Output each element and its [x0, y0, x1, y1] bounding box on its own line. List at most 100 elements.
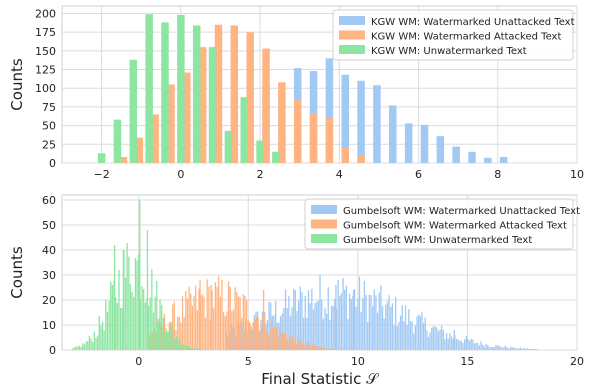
bar — [311, 343, 314, 350]
bar — [462, 343, 464, 350]
bar — [485, 343, 487, 350]
bar — [128, 256, 130, 350]
bar — [533, 348, 535, 350]
bar — [146, 230, 149, 350]
bar — [292, 336, 294, 350]
bar — [241, 318, 243, 350]
bar — [345, 285, 347, 350]
bar — [316, 345, 318, 350]
bar — [399, 315, 402, 350]
bar — [75, 346, 77, 350]
bar — [96, 335, 99, 350]
x-tick-label: 4 — [336, 168, 343, 181]
bar — [262, 48, 270, 163]
bar — [80, 346, 82, 350]
bar — [100, 325, 102, 350]
bar — [367, 322, 369, 350]
bar — [222, 312, 225, 350]
bar — [122, 250, 125, 350]
bar — [311, 288, 313, 350]
bar — [187, 346, 189, 350]
bar — [418, 314, 420, 350]
bar — [490, 346, 492, 350]
bar — [337, 280, 339, 350]
bar — [380, 285, 382, 350]
bar — [133, 296, 135, 350]
bar — [477, 343, 479, 350]
bar — [457, 339, 459, 350]
bar — [190, 348, 192, 350]
bar — [450, 336, 453, 350]
bar — [306, 318, 308, 350]
bar — [201, 294, 203, 350]
bar — [180, 345, 183, 350]
top-histogram-panel: 0 25 50 75 100 125 150 175 200 −2 0 2 4 6 8 10 Counts KGW… — [8, 5, 584, 181]
bar — [161, 22, 169, 164]
bar — [317, 300, 320, 350]
bar — [350, 298, 352, 350]
bar — [505, 345, 507, 350]
bar — [312, 309, 315, 350]
bar — [375, 295, 377, 350]
bar — [413, 333, 415, 350]
bar — [103, 330, 105, 350]
bar — [316, 301, 318, 350]
bar — [452, 338, 454, 350]
bar — [328, 348, 330, 350]
bar — [265, 330, 268, 350]
bar — [341, 74, 349, 163]
bar — [519, 347, 522, 350]
bar — [308, 345, 310, 350]
bar — [499, 157, 508, 163]
bar — [333, 348, 335, 350]
bar — [521, 348, 523, 350]
bar — [208, 47, 217, 163]
bar — [373, 289, 375, 350]
bar — [267, 334, 269, 350]
bar — [287, 341, 289, 350]
bar — [534, 348, 537, 350]
bar — [344, 289, 346, 350]
bar — [449, 332, 451, 350]
bar — [179, 337, 181, 350]
bar — [327, 287, 329, 350]
y-tick-label: 25 — [42, 138, 56, 151]
bar — [138, 254, 140, 350]
bar — [420, 124, 429, 163]
bar — [183, 316, 185, 350]
bar — [496, 345, 499, 350]
bar — [211, 290, 213, 350]
bar — [358, 276, 361, 350]
y-tick-label: 150 — [35, 45, 56, 58]
bar — [473, 343, 476, 350]
bar — [175, 336, 178, 350]
bar — [365, 294, 367, 350]
bar — [198, 348, 201, 350]
bar — [126, 243, 128, 350]
y-tick-label: 125 — [35, 64, 56, 77]
bar — [331, 348, 333, 350]
bar — [371, 306, 374, 350]
bar — [214, 24, 223, 163]
bar — [167, 84, 175, 163]
legend-swatch — [311, 205, 337, 214]
bar — [216, 286, 218, 350]
y-tick-label: 200 — [35, 7, 56, 20]
bar — [341, 348, 343, 350]
bar — [310, 345, 312, 350]
bar — [439, 329, 441, 350]
bar — [441, 325, 443, 350]
bar — [319, 274, 321, 350]
bar — [159, 299, 161, 350]
bar — [119, 307, 122, 350]
bar — [231, 311, 233, 350]
y-tick-label: 30 — [42, 269, 56, 282]
bar — [87, 341, 89, 350]
bar — [239, 296, 241, 350]
bar — [110, 281, 112, 350]
bar — [174, 338, 176, 350]
bar — [237, 296, 240, 350]
bar — [390, 306, 392, 350]
bar — [262, 290, 265, 350]
bar — [288, 336, 291, 350]
